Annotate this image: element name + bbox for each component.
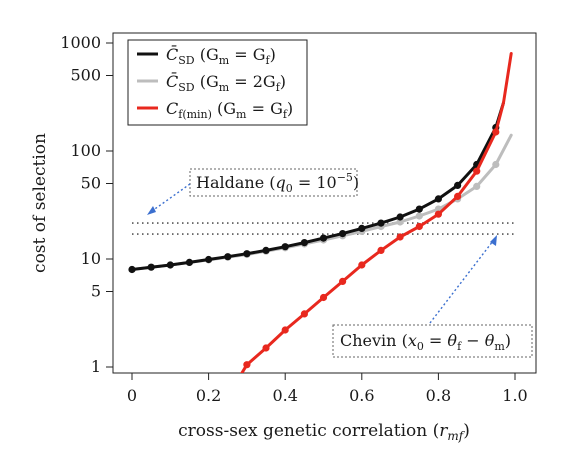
series-point xyxy=(415,205,423,213)
series-1 xyxy=(128,133,513,274)
series-point xyxy=(319,293,328,302)
x-tick-label: 1.0 xyxy=(502,386,527,405)
annotations: Haldane (q0 = 10−5) Chevin (x0 = θf − θm) xyxy=(147,168,533,358)
series-point xyxy=(454,192,462,200)
x-tick-label: 0.2 xyxy=(196,386,221,405)
axes: 0 0.2 0.4 0.6 0.8 1.0 1 5 10 50 100 500 1000 xyxy=(60,33,527,405)
series-layer xyxy=(128,52,513,373)
series-point xyxy=(339,230,347,238)
annotation-chevin: Chevin (x0 = θf − θm) xyxy=(340,331,511,353)
reference-lines xyxy=(132,222,515,235)
series-point xyxy=(128,265,136,274)
series-point xyxy=(454,181,462,189)
y-tick-label: 10 xyxy=(81,249,101,268)
arrowhead-chevin xyxy=(490,235,497,246)
series-point xyxy=(396,218,404,226)
series-point xyxy=(434,195,442,203)
series-point xyxy=(262,246,270,254)
series-point xyxy=(492,160,500,169)
series-0 xyxy=(128,101,505,274)
y-tick-label: 5 xyxy=(91,282,101,301)
series-point xyxy=(281,243,289,251)
y-tick-label: 500 xyxy=(70,66,101,85)
series-point xyxy=(358,261,366,269)
x-axis-label: cross-sex genetic correlation (rmf) xyxy=(178,421,470,443)
y-tick-label: 100 xyxy=(70,141,101,160)
legend: C̄SD (Gm = Gf) C̄SD (Gm = 2Gf) Cf(min) (Gm… xyxy=(127,39,308,126)
series-point xyxy=(205,255,213,264)
series-point xyxy=(147,263,155,271)
series-point xyxy=(300,239,308,247)
series-point xyxy=(492,128,500,136)
legend-entry: C̄SD (Gm = Gf) xyxy=(166,43,276,67)
series-point xyxy=(396,213,404,221)
series-point xyxy=(377,246,385,254)
series-point xyxy=(415,212,423,220)
series-point xyxy=(339,277,347,285)
series-point xyxy=(185,258,193,266)
series-point xyxy=(243,250,251,258)
series-2 xyxy=(240,52,513,373)
legend-entry: C̄SD (Gm = 2Gf) xyxy=(166,70,286,94)
plot-frame xyxy=(112,32,537,374)
series-point xyxy=(262,344,270,352)
series-point xyxy=(377,219,385,227)
series-point xyxy=(319,234,328,242)
series-point xyxy=(300,310,308,318)
x-tick-label: 0 xyxy=(127,386,137,405)
series-point xyxy=(281,326,289,334)
series-point xyxy=(243,361,251,369)
x-tick-label: 0.8 xyxy=(426,386,451,405)
series-point xyxy=(396,233,404,241)
arrowhead-haldane xyxy=(147,206,156,215)
x-tick-label: 0.6 xyxy=(349,386,374,405)
series-point xyxy=(224,253,232,261)
legend-entry: Cf(min) (Gm = Gf) xyxy=(166,99,293,121)
x-tick-label: 0.4 xyxy=(272,386,297,405)
series-point xyxy=(473,167,481,175)
y-axis-label: cost of selection xyxy=(30,133,50,273)
annotation-box-haldane xyxy=(189,168,358,197)
arrow-chevin xyxy=(429,240,494,324)
series-point xyxy=(166,261,174,269)
annotation-haldane: Haldane (q0 = 10−5) xyxy=(196,171,359,195)
series-point xyxy=(434,210,442,218)
series-point xyxy=(415,222,423,231)
series-line xyxy=(130,133,513,271)
y-tick-label: 1000 xyxy=(60,33,101,52)
annotation-box-chevin xyxy=(332,324,533,358)
y-tick-label: 1 xyxy=(91,357,101,376)
series-point xyxy=(473,182,481,190)
y-tick-label: 50 xyxy=(81,174,101,193)
arrow-haldane xyxy=(151,183,191,212)
series-point xyxy=(358,224,366,232)
